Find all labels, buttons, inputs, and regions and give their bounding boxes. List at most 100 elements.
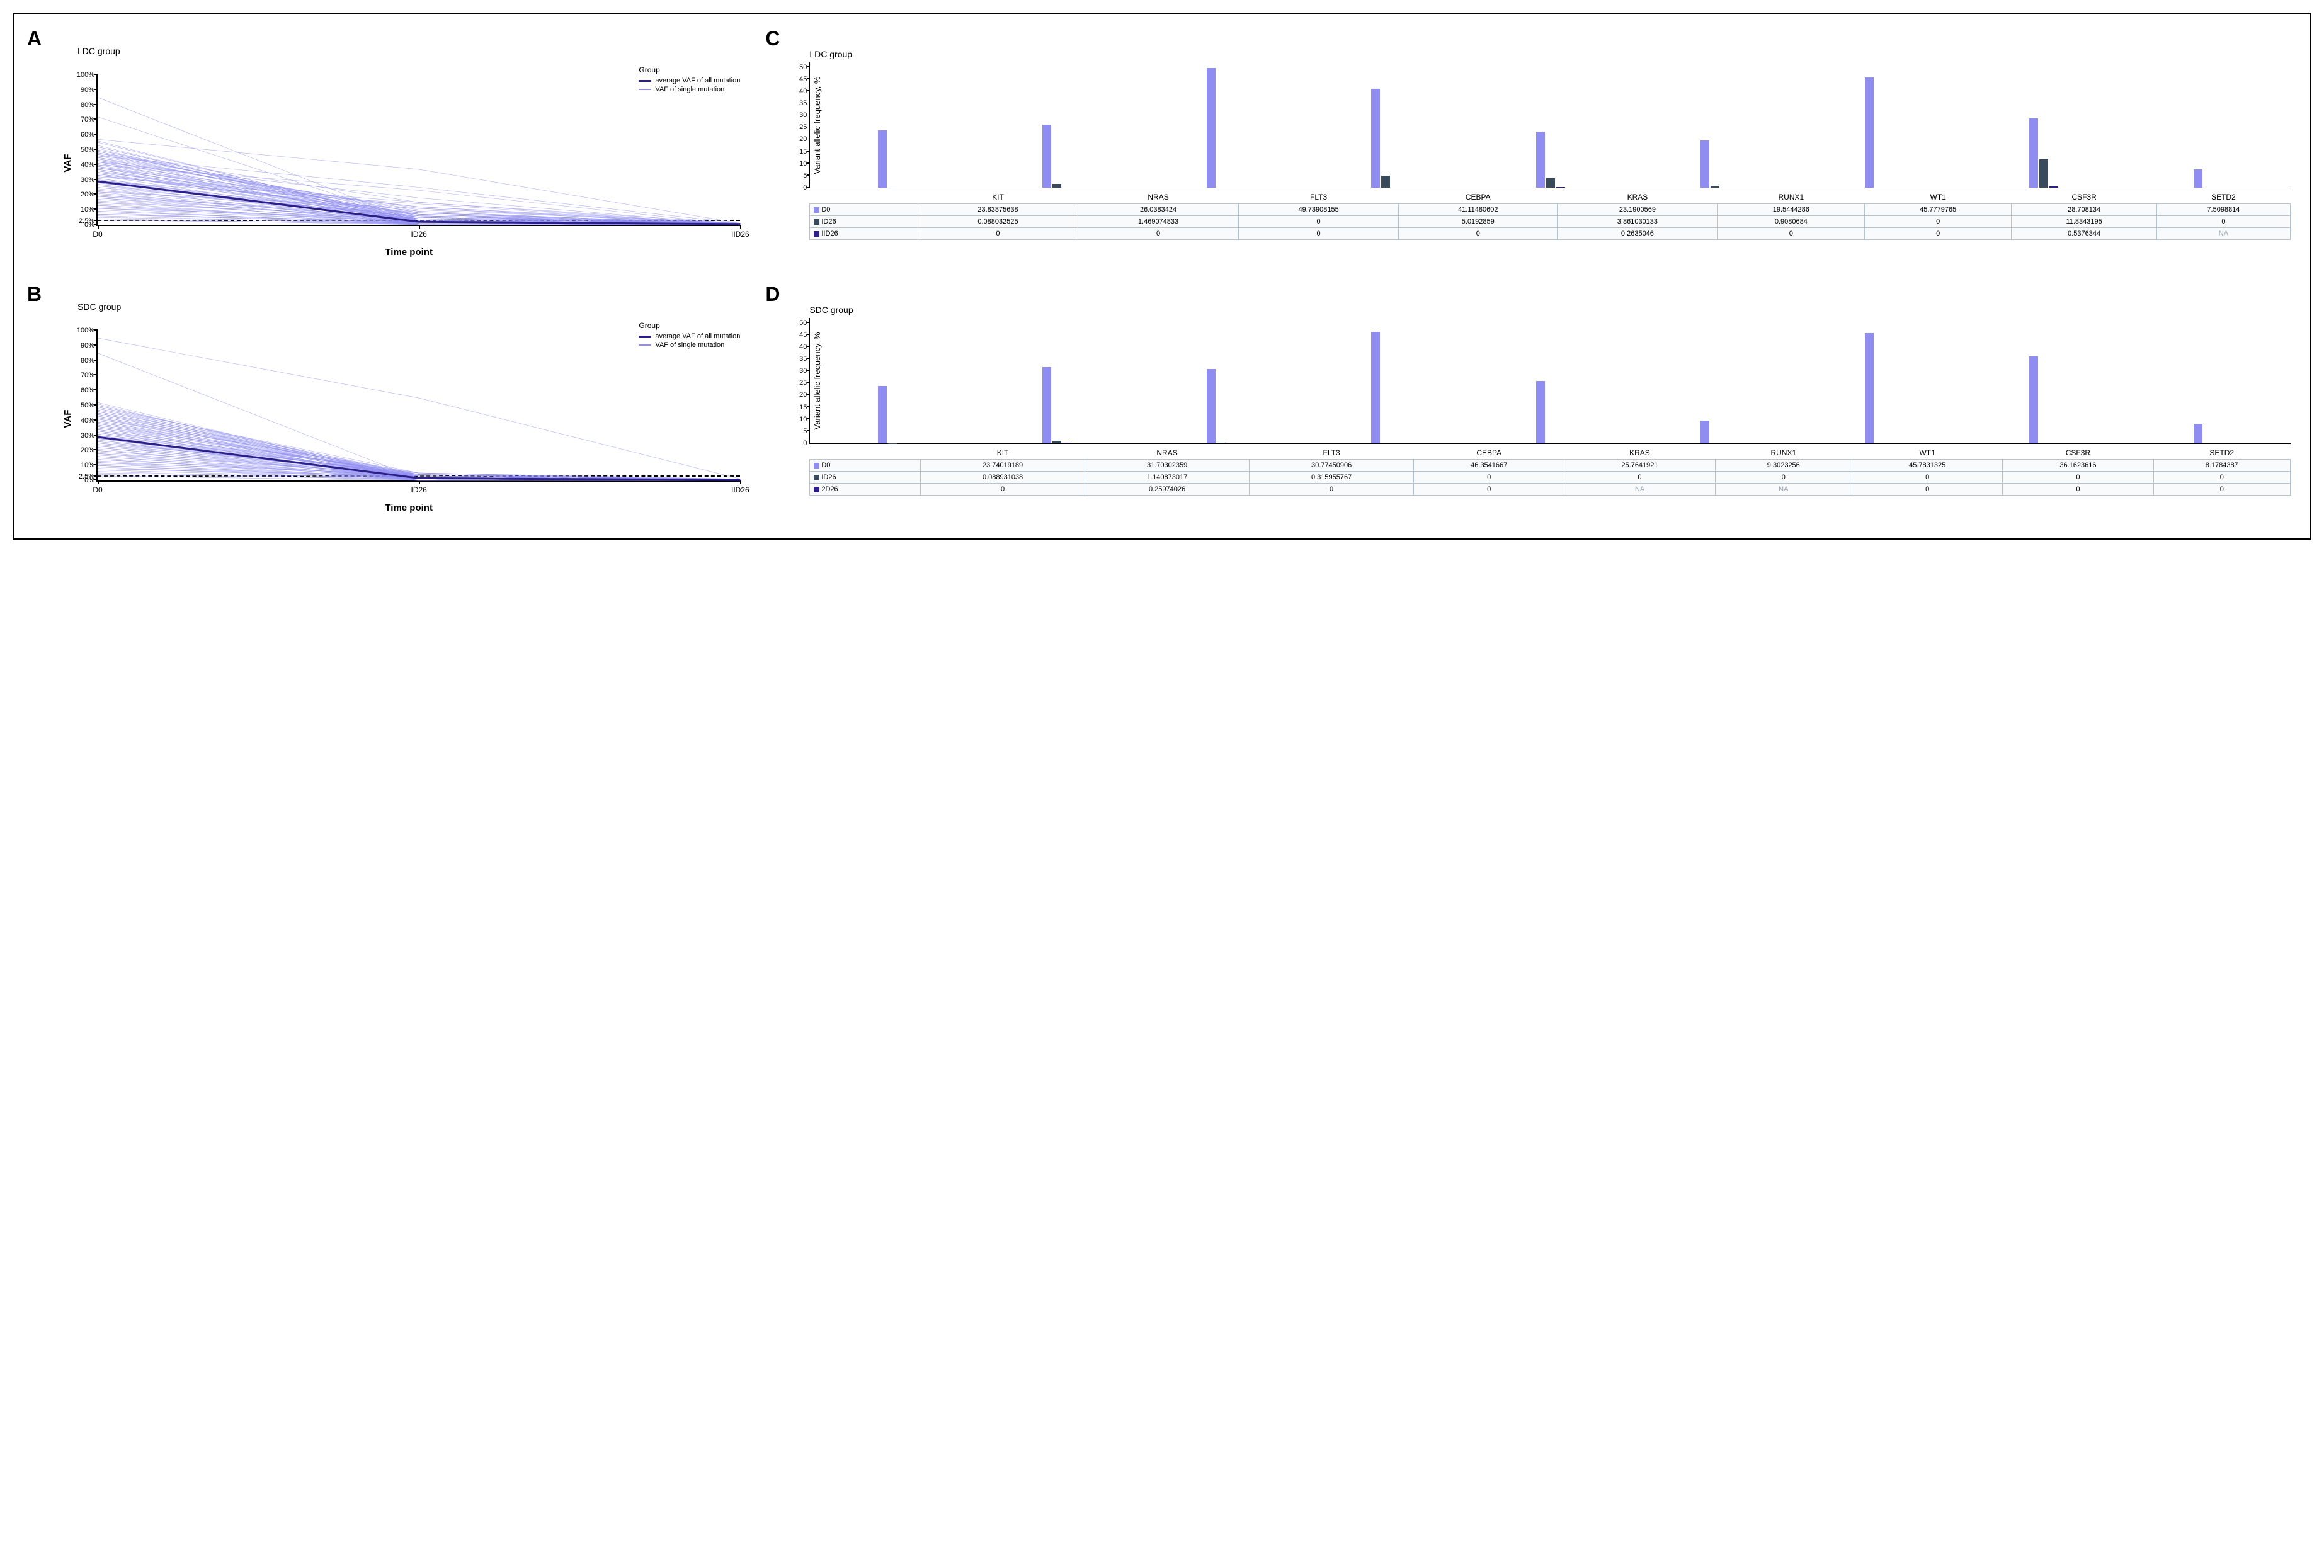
bar-y-tick-label: 5 [803,172,810,179]
y-tick-label: 2.5% [79,473,98,480]
value-cell: 23.74019189 [921,460,1085,472]
row-label-cell: ID26 [810,472,921,484]
legend-title: Group [639,321,740,330]
y-tick-label: 80% [81,101,98,109]
value-cell: 8.1784387 [2153,460,2290,472]
value-cell: 0 [1715,472,1852,484]
legend-item: VAF of single mutation [639,86,740,93]
table-row: D023.7401918931.7030235930.7745090646.35… [810,460,2291,472]
bar-y-tick-label: 30 [799,111,810,119]
value-cell: 7.5098814 [2156,204,2290,216]
bar [1865,77,1874,188]
value-cell: 46.3541667 [1414,460,1564,472]
bar-group [1536,62,1565,188]
panel-a-plot: 0%2.5%10%20%30%40%50%60%70%80%90%100%D0I… [96,75,740,226]
bar-group [878,62,907,188]
table-row: 2D2600.2597402600NANA000 [810,484,2291,496]
bar-group [2194,318,2223,443]
gene-header-cell: RUNX1 [1717,191,1864,204]
panel-d-plot: 05101520253035404550 [809,318,2291,444]
y-tick-label: 60% [81,387,98,394]
y-tick-label: 20% [81,446,98,454]
gene-header-cell: FLT3 [1250,446,1414,460]
panel-d-bar-chart: Variant allelic frequency, % 05101520253… [784,318,2291,444]
y-tick-label: 100% [77,327,98,334]
bar-group [1042,318,1071,443]
value-cell: 0 [1399,228,1558,240]
panel-b: B SDC group VAF Time point 0%2.5%10%20%3… [33,289,753,520]
table-gene-row: KITNRASFLT3CEBPAKRASRUNX1WT1CSF3RSETD2 [810,446,2291,460]
bar-y-tick-label: 25 [799,123,810,131]
bar-y-tick-label: 30 [799,367,810,375]
bar-y-tick-label: 20 [799,135,810,143]
bar-y-tick-label: 15 [799,404,810,411]
panel-c-label: C [765,27,780,50]
value-cell: 23.83875638 [918,204,1078,216]
value-cell: 5.0192859 [1399,216,1558,228]
y-tick-label: 2.5% [79,217,98,225]
table-row: D023.8387563826.038342449.7390815541.114… [810,204,2291,216]
gene-header-cell: CEBPA [1414,446,1564,460]
panel-b-label: B [27,283,42,306]
table-row: ID260.0889310381.1408730170.315955767000… [810,472,2291,484]
value-cell: 0 [1564,472,1715,484]
panel-d-table: KITNRASFLT3CEBPAKRASRUNX1WT1CSF3RSETD2D0… [809,446,2291,496]
value-cell: 0.9080684 [1717,216,1864,228]
panel-b-title: SDC group [77,302,753,312]
value-cell: 0 [1414,472,1564,484]
bar-group [1700,318,1729,443]
panel-b-plot: 0%2.5%10%20%30%40%50%60%70%80%90%100%D0I… [96,331,740,482]
value-cell: 0 [1717,228,1864,240]
bar [1700,140,1709,188]
bar-y-tick-label: 50 [799,64,810,71]
y-tick-label: 50% [81,146,98,154]
bar-group [1865,62,1894,188]
value-cell: 3.861030133 [1558,216,1718,228]
value-cell: 28.708134 [2012,204,2157,216]
value-cell: 30.77450906 [1250,460,1414,472]
bar-group [878,318,907,443]
bar [2039,159,2048,188]
bar [1711,186,1719,188]
bar [1371,332,1380,443]
panel-a-label: A [27,27,42,50]
panel-a-legend: Group average VAF of all mutation VAF of s… [639,65,740,94]
table-row: ID260.0880325251.46907483305.01928593.86… [810,216,2291,228]
value-cell: 45.7779765 [1865,204,2012,216]
bar-y-tick-label: 40 [799,88,810,95]
y-tick-label: 70% [81,116,98,123]
legend-title: Group [639,65,740,74]
value-cell: 0.5376344 [2012,228,2157,240]
value-cell: NA [1564,484,1715,496]
bar [2029,118,2038,188]
bar-y-tick-label: 35 [799,355,810,363]
panel-c-plot: 05101520253035404550 [809,62,2291,188]
y-tick-label: 100% [77,71,98,79]
value-cell: 26.0383424 [1078,204,1239,216]
value-cell: 0.315955767 [1250,472,1414,484]
y-tick-label: 60% [81,131,98,139]
panel-a-line-chart: VAF Time point 0%2.5%10%20%30%40%50%60%7… [65,62,753,264]
bar [2029,356,2038,443]
bar-groups [810,318,2291,443]
legend-item: VAF of single mutation [639,341,740,349]
bar-y-tick-label: 40 [799,343,810,351]
gene-header-cell: SETD2 [2153,446,2290,460]
bar [1207,369,1216,443]
bar [1865,333,1874,443]
bar-group [1042,62,1071,188]
bar-group [1536,318,1565,443]
legend-item: average VAF of all mutation [639,77,740,84]
gene-header-cell: CSF3R [2012,191,2157,204]
panels-grid: A LDC group VAF Time point 0%2.5%10%20%3… [33,33,2291,520]
y-tick-label: 10% [81,206,98,213]
bar [1371,89,1380,188]
value-cell: 49.73908155 [1238,204,1399,216]
y-tick-label: 40% [81,417,98,424]
bar-group [1207,62,1236,188]
bar-group [1700,62,1729,188]
value-cell: 0 [2003,472,2153,484]
y-tick-label: 80% [81,357,98,365]
bar-group [2194,62,2223,188]
line-svg [98,331,740,480]
